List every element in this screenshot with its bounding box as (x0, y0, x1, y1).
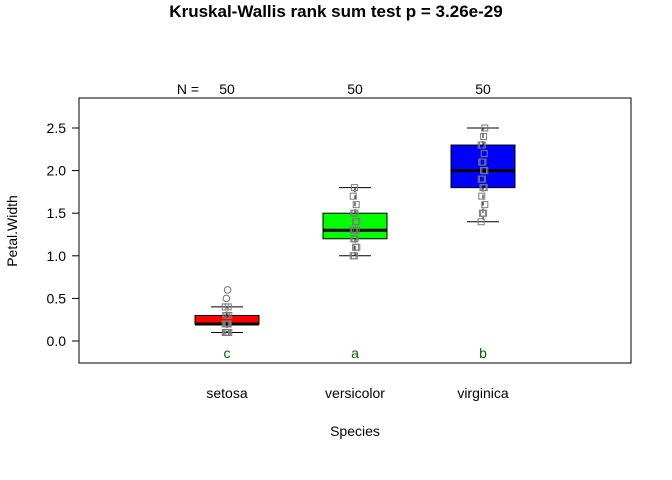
data-point (481, 201, 489, 209)
data-point (477, 218, 485, 226)
n-prefix-label: N = (177, 81, 199, 97)
data-point (480, 209, 488, 217)
box-virginica: b (450, 124, 516, 361)
data-point (480, 184, 488, 192)
data-point (222, 328, 230, 336)
y-tick-label: 2.0 (47, 163, 67, 179)
data-point (353, 218, 361, 226)
data-point (478, 175, 486, 183)
data-point (352, 201, 360, 209)
data-point (479, 158, 487, 166)
y-tick-label: 0.0 (47, 333, 67, 349)
n-count-label: 50 (475, 81, 491, 97)
data-point (350, 184, 358, 192)
x-axis: setosa versicolor virginica (206, 385, 509, 401)
data-point (224, 320, 232, 328)
data-point (351, 235, 359, 243)
data-point (478, 192, 486, 200)
y-tick-label: 0.5 (47, 290, 67, 306)
box-versicolor: a (322, 184, 388, 361)
outlier-point (222, 294, 231, 303)
data-point (481, 124, 489, 132)
x-tick-label: setosa (206, 385, 247, 401)
data-point (349, 192, 357, 200)
n-count-label: 50 (347, 81, 363, 97)
y-tick-label: 2.5 (47, 120, 67, 136)
y-tick-label: 1.5 (47, 205, 67, 221)
data-point (351, 209, 359, 217)
y-axis: 0.0 0.5 1.0 1.5 2.0 2.5 (47, 120, 80, 349)
chart-title: Kruskal-Wallis rank sum test p = 3.26e-2… (169, 2, 502, 21)
data-point (350, 226, 358, 234)
y-tick-label: 1.0 (47, 248, 67, 264)
data-point (353, 243, 361, 251)
x-tick-label: versicolor (325, 385, 385, 401)
box-iqr (450, 144, 516, 189)
data-point (480, 133, 488, 141)
data-point (481, 167, 489, 175)
n-labels: N = 50 50 50 (177, 81, 491, 97)
data-point (350, 252, 358, 260)
y-axis-label: Petal.Width (4, 195, 20, 267)
outlier-point (223, 286, 232, 294)
x-axis-label: Species (330, 423, 380, 439)
box-iqr (322, 212, 388, 240)
data-point (480, 150, 488, 158)
group-letter: c (224, 345, 231, 361)
box-setosa: c (194, 286, 260, 361)
data-point (223, 311, 231, 319)
data-point (221, 303, 229, 311)
n-count-label: 50 (219, 81, 235, 97)
group-letter: b (479, 345, 487, 361)
group-letter: a (351, 345, 359, 361)
data-point (478, 141, 486, 149)
x-tick-label: virginica (457, 385, 509, 401)
